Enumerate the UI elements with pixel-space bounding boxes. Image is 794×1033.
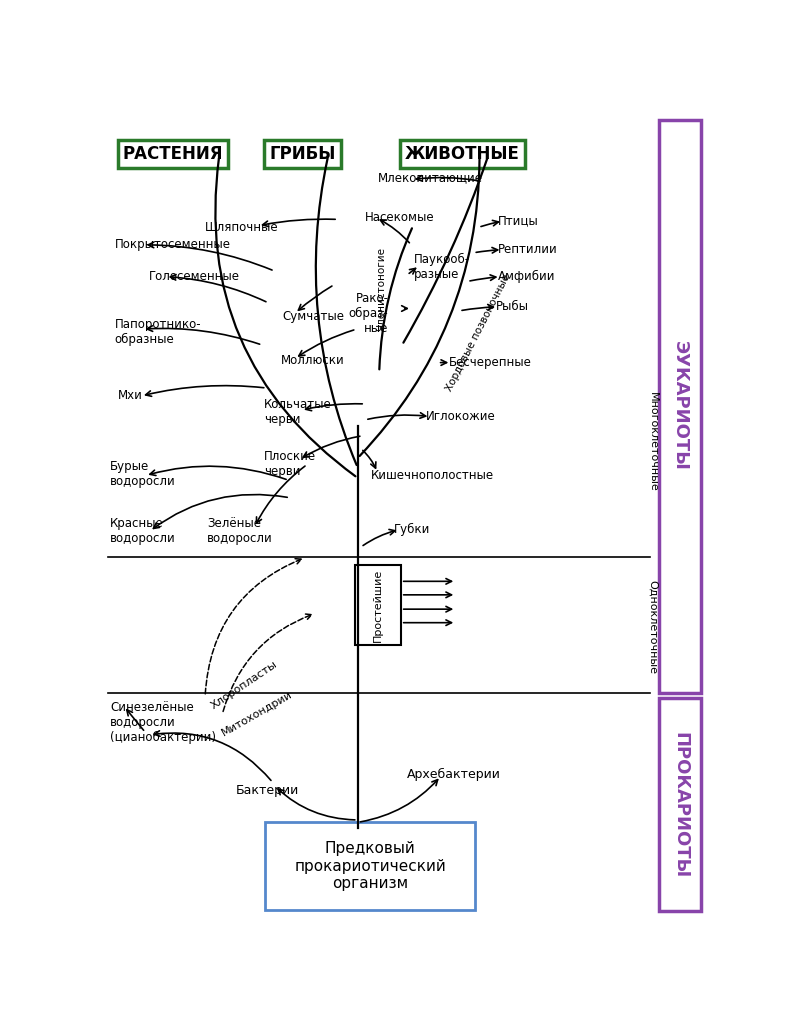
Text: Зелёные
водоросли: Зелёные водоросли — [207, 518, 272, 545]
Text: Иглокожие: Иглокожие — [426, 410, 495, 424]
Text: Бесчерепные: Бесчерепные — [449, 356, 532, 369]
Text: Плоские
черви: Плоские черви — [264, 450, 316, 478]
Text: ЭУКАРИОТЫ: ЭУКАРИОТЫ — [671, 341, 689, 471]
Text: Губки: Губки — [393, 523, 430, 536]
Text: Красные
водоросли: Красные водоросли — [110, 518, 176, 545]
FancyBboxPatch shape — [659, 698, 701, 911]
Text: Сумчатые: Сумчатые — [283, 310, 345, 323]
Text: Покрытосеменные: Покрытосеменные — [114, 239, 230, 251]
FancyBboxPatch shape — [355, 565, 401, 645]
Text: Птицы: Птицы — [498, 215, 539, 227]
Text: ГРИБЫ: ГРИБЫ — [269, 146, 336, 163]
Text: Папоротнико-
образные: Папоротнико- образные — [114, 318, 201, 346]
Text: Паукооб-
разные: Паукооб- разные — [414, 253, 470, 281]
Text: Одноклеточные: Одноклеточные — [648, 580, 658, 674]
Text: Рако-
образ-
ные: Рако- образ- ные — [349, 291, 388, 335]
Text: Многоклеточные: Многоклеточные — [648, 393, 658, 492]
Text: Рыбы: Рыбы — [496, 301, 529, 313]
Text: Млекопитающие: Млекопитающие — [377, 171, 483, 185]
Text: Кольчатые
черви: Кольчатые черви — [264, 398, 332, 426]
Text: Бурые
водоросли: Бурые водоросли — [110, 460, 176, 488]
Text: Рептилии: Рептилии — [498, 243, 557, 256]
Text: Митохондрии: Митохондрии — [220, 690, 294, 739]
Text: Мхи: Мхи — [118, 389, 143, 403]
Text: Амфибии: Амфибии — [498, 271, 556, 283]
Text: Шляпочные: Шляпочные — [205, 221, 279, 233]
Text: Архебактерии: Архебактерии — [407, 769, 501, 781]
Text: Синезелёные
водоросли
(цианобактерии): Синезелёные водоросли (цианобактерии) — [110, 700, 216, 744]
Text: Голосеменные: Голосеменные — [148, 271, 240, 283]
Text: Бактерии: Бактерии — [236, 784, 299, 797]
Text: РАСТЕНИЯ: РАСТЕНИЯ — [123, 146, 223, 163]
Text: Членистоногие: Членистоногие — [376, 248, 386, 332]
FancyBboxPatch shape — [659, 120, 701, 693]
FancyBboxPatch shape — [265, 822, 475, 910]
Text: Моллюски: Моллюски — [281, 354, 345, 368]
Text: ПРОКАРИОТЫ: ПРОКАРИОТЫ — [671, 731, 689, 878]
Text: Насекомые: Насекомые — [365, 212, 434, 224]
Text: Кишечнополостные: Кишечнополостные — [372, 469, 495, 482]
Text: Простейшие: Простейшие — [372, 568, 383, 641]
Text: ЖИВОТНЫЕ: ЖИВОТНЫЕ — [405, 146, 520, 163]
Text: Хордовые позвоночные: Хордовые позвоночные — [444, 272, 512, 393]
Text: Предковый
прокариотический
организм: Предковый прокариотический организм — [294, 841, 446, 891]
Text: Хлоропласты: Хлоропласты — [209, 659, 279, 711]
